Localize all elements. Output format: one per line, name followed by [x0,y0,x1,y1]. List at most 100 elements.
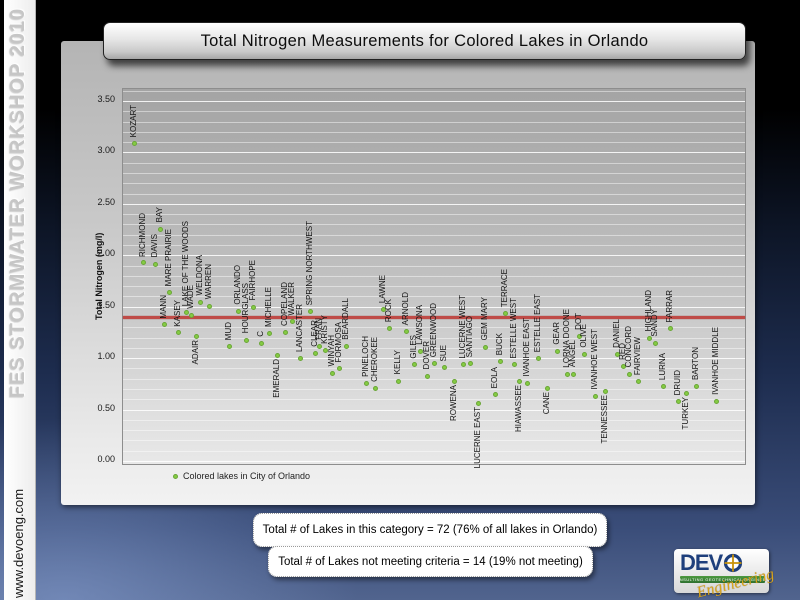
lake-label: SANTIAGO [465,315,474,358]
plot-area: KOZART RICHMOND DAVIS BAY MANN MARE PRAIRIE KA… [122,88,746,469]
lake-label: TERRACE [500,268,509,307]
gridline [123,450,745,452]
legend-marker-icon [173,473,178,479]
gridline [123,121,745,123]
data-point [381,306,386,312]
data-point [512,362,517,368]
data-point [162,322,167,328]
data-point [621,364,626,370]
stats-line-criteria: Total # of Lakes not meeting criteria = … [278,555,583,568]
data-point [236,308,241,314]
gridline [123,430,745,432]
gridline [123,265,745,267]
data-point [565,371,570,377]
lake-label: RICHMOND [138,212,147,257]
lake-label: OLIVE [579,324,588,349]
gridline [123,101,745,102]
lake-label: ADAIR [191,339,200,364]
data-point [603,389,608,395]
lake-label: TURKEY [681,397,690,430]
lake-label: CANE [542,391,551,415]
lake-label: CHEROKEE [370,337,379,382]
lake-label: LAWSONA [415,305,424,345]
lake-label: KOZART [129,104,138,138]
data-point [461,362,466,368]
data-point [313,351,318,356]
data-point [483,344,488,350]
lake-label: WADE [186,285,195,309]
slide-title: Total Nitrogen Measurements for Colored … [200,31,649,50]
data-point [396,378,401,384]
lake-label: IVANHOE WEST [590,329,599,391]
data-point [189,312,194,318]
lake-label: SANDY [650,309,659,337]
workshop-title-vertical: FES STORMWATER WORKSHOP 2010 [7,7,29,398]
data-point [517,378,522,384]
website-url-vertical: www.devoeng.com [11,488,26,598]
lake-label: MICHELLE [264,287,273,328]
lake-label: ARNOLD [401,292,410,326]
gridline [123,245,745,246]
lake-label: GEAR [552,322,561,345]
lake-label: GEM MARY [480,297,489,341]
data-point [525,380,530,386]
data-point [153,261,158,267]
data-point [555,348,560,354]
data-point [627,371,632,377]
data-point [267,331,272,337]
gridline [123,183,745,185]
data-point [373,385,378,391]
y-tick-label: 0.00 [97,454,115,464]
lake-label: C [256,330,265,337]
data-point [298,356,303,362]
data-point [344,343,349,349]
devo-tagline: CONSULTING GEOTECHNICAL ENGINEERS [680,577,765,582]
data-point [653,340,658,346]
gridline [123,306,745,308]
data-point [337,366,342,372]
gridline [123,111,745,113]
gridline [123,389,745,390]
lake-label: MANN [159,294,168,319]
gridline [123,461,745,462]
gridline [123,378,745,380]
gridline [123,131,745,133]
lake-label: MARE PRAIRIE [164,228,173,287]
data-point [582,352,587,358]
data-point [275,353,280,359]
sidebar-block-maroon-small [29,447,38,456]
data-point [184,309,189,315]
data-point [194,333,199,339]
gridline [123,419,745,421]
gridline [123,234,745,236]
data-point [571,371,576,377]
lake-label: SPRING NORTHWEST [305,220,314,305]
gridline [123,152,745,154]
data-point [323,347,328,353]
gridline [123,193,745,195]
lake-label: FARRAR [665,289,674,323]
criteria-line [123,316,745,319]
data-point [493,392,498,398]
data-point [593,394,598,400]
stats-box-category: Total # of Lakes in this category = 72 (… [253,513,607,547]
gridline [123,296,745,298]
lake-label: BAY [155,207,164,223]
gridline [123,440,745,442]
data-point [387,326,392,332]
gridline [123,327,745,329]
gridline [123,224,745,226]
y-tick-label: 3.50 [97,94,115,104]
data-point [452,378,457,384]
data-point [676,399,681,405]
data-point [442,365,447,371]
data-point [283,330,288,336]
gridline [123,173,745,174]
devo-tagline-bar: CONSULTING GEOTECHNICAL ENGINEERS [680,576,765,583]
data-point [198,299,203,305]
data-point [412,362,417,368]
slide-title-box: Total Nitrogen Measurements for Colored … [103,22,746,60]
gridline [123,358,745,360]
data-point [647,335,652,341]
data-point [176,330,181,336]
